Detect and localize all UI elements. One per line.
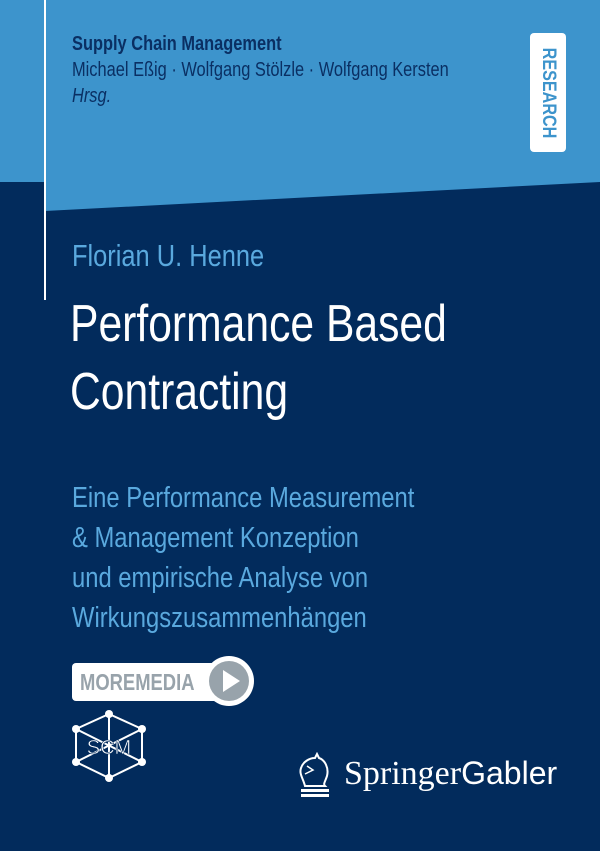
editor-label: Hrsg. xyxy=(72,85,112,107)
book-author: Florian U. Henne xyxy=(72,238,265,273)
title-line: Contracting xyxy=(70,363,289,421)
series-band xyxy=(0,0,600,211)
publisher-name: Springer xyxy=(344,755,462,792)
subtitle-line: und empirische Analyse von xyxy=(72,562,369,594)
title-line: Performance Based xyxy=(70,295,447,353)
scm-logo: SCM xyxy=(72,710,146,782)
series-title: Supply Chain Management xyxy=(72,33,282,55)
publisher-logo: SpringerGabler xyxy=(344,754,557,793)
research-badge: RESEARCH xyxy=(530,33,566,152)
subtitle-line: & Management Konzeption xyxy=(72,522,359,554)
research-label: RESEARCH xyxy=(538,47,559,138)
imprint-name: Gabler xyxy=(461,755,558,791)
play-icon[interactable] xyxy=(204,656,254,706)
book-subtitle: Eine Performance Measurement & Managemen… xyxy=(72,478,414,638)
book-title: Performance Based Contracting xyxy=(70,290,447,426)
moremedia-badge[interactable]: MOREMEDIA xyxy=(72,663,222,701)
springer-horse-icon xyxy=(299,752,329,797)
moremedia-label: MOREMEDIA xyxy=(80,669,195,695)
divider-line xyxy=(44,0,46,300)
series-editors: Michael Eßig · Wolfgang Stölzle · Wolfga… xyxy=(72,59,449,81)
scm-label: SCM xyxy=(87,737,131,759)
subtitle-line: Eine Performance Measurement xyxy=(72,482,415,514)
subtitle-line: Wirkungszusammenhängen xyxy=(72,602,367,634)
